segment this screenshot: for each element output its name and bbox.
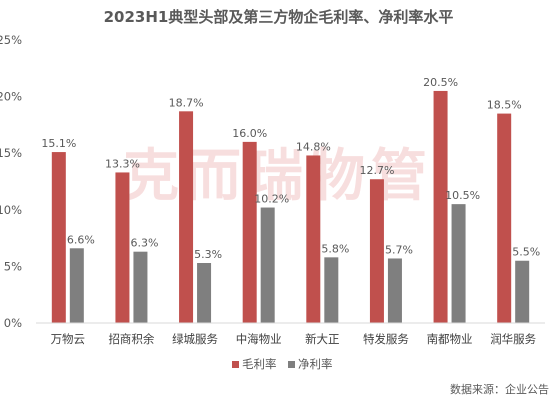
y-tick-label: 10% bbox=[0, 203, 22, 217]
x-tick-label: 新大正 bbox=[305, 332, 340, 346]
y-tick-label: 15% bbox=[0, 146, 22, 160]
bar-net-margin bbox=[324, 257, 339, 323]
bar-gross-margin bbox=[179, 111, 194, 323]
data-label: 15.1% bbox=[41, 137, 76, 150]
x-tick-label: 南都物业 bbox=[427, 332, 473, 346]
x-tick-label: 中海物业 bbox=[236, 332, 282, 346]
data-label: 16.0% bbox=[232, 127, 267, 140]
data-label: 10.5% bbox=[445, 189, 480, 202]
legend-label: 净利率 bbox=[298, 357, 333, 371]
y-tick-label: 0% bbox=[4, 316, 22, 330]
bar-net-margin bbox=[197, 263, 212, 323]
bar-net-margin bbox=[451, 204, 466, 323]
data-source: 数据来源：企业公告 bbox=[450, 383, 549, 396]
data-label: 13.3% bbox=[105, 157, 140, 170]
y-tick-label: 25% bbox=[0, 33, 22, 47]
legend-swatch bbox=[288, 361, 295, 368]
x-tick-label: 招商积余 bbox=[108, 332, 154, 346]
bar-net-margin bbox=[260, 207, 275, 323]
bar-gross-margin bbox=[306, 155, 321, 323]
legend-label: 毛利率 bbox=[242, 357, 277, 371]
bar-gross-margin bbox=[51, 152, 66, 323]
data-label: 18.7% bbox=[169, 96, 204, 109]
data-label: 14.8% bbox=[296, 140, 331, 153]
bar-gross-margin bbox=[497, 113, 512, 323]
y-tick-label: 5% bbox=[4, 259, 22, 273]
bar-gross-margin bbox=[369, 179, 384, 323]
x-tick-label: 润华服务 bbox=[490, 332, 536, 346]
bar-net-margin bbox=[387, 258, 402, 323]
bar-gross-margin bbox=[115, 172, 130, 323]
data-label: 5.8% bbox=[321, 242, 349, 255]
data-label: 5.5% bbox=[512, 246, 540, 259]
bar-net-margin bbox=[69, 248, 84, 323]
legend-swatch bbox=[232, 361, 239, 368]
data-label: 20.5% bbox=[423, 76, 458, 89]
bar-net-margin bbox=[515, 260, 530, 323]
bar-gross-margin bbox=[242, 141, 257, 323]
data-label: 6.6% bbox=[67, 233, 95, 246]
x-tick-label: 万物云 bbox=[51, 332, 86, 346]
x-tick-label: 特发服务 bbox=[363, 332, 409, 346]
chart-title: 2023H1典型头部及第三方物企毛利率、净利率水平 bbox=[103, 8, 454, 26]
data-label: 5.7% bbox=[385, 243, 413, 256]
bar-gross-margin bbox=[433, 90, 448, 323]
data-label: 10.2% bbox=[254, 193, 289, 206]
data-label: 6.3% bbox=[130, 237, 158, 250]
data-label: 12.7% bbox=[359, 164, 394, 177]
y-tick-label: 20% bbox=[0, 90, 22, 104]
data-label: 5.3% bbox=[194, 248, 222, 261]
x-tick-label: 绿城服务 bbox=[172, 332, 218, 346]
data-label: 18.5% bbox=[487, 99, 522, 112]
bar-net-margin bbox=[133, 251, 148, 323]
